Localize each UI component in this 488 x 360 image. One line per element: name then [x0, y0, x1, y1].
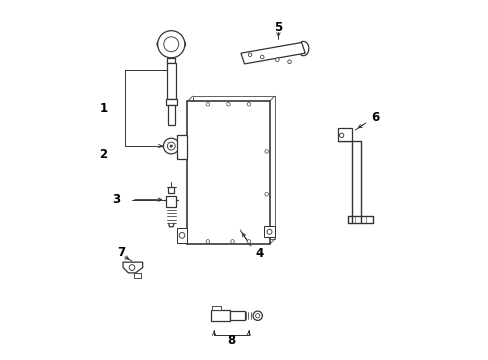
Polygon shape: [241, 42, 305, 64]
Text: 6: 6: [370, 111, 378, 124]
Circle shape: [255, 314, 259, 318]
Bar: [166, 63, 176, 99]
Circle shape: [264, 150, 268, 153]
Text: 2: 2: [99, 148, 107, 162]
Circle shape: [246, 103, 250, 106]
Circle shape: [253, 311, 262, 320]
Bar: [192, 96, 274, 239]
Text: 7: 7: [117, 246, 125, 259]
Circle shape: [260, 55, 264, 59]
Bar: [167, 58, 175, 63]
Bar: [212, 306, 221, 310]
Text: 5: 5: [274, 21, 282, 33]
Circle shape: [246, 240, 250, 243]
Bar: [176, 135, 187, 158]
Bar: [176, 228, 187, 243]
Circle shape: [205, 103, 209, 106]
Polygon shape: [123, 262, 142, 273]
Circle shape: [163, 37, 179, 52]
Bar: [187, 102, 269, 244]
Text: 4: 4: [255, 247, 264, 260]
Text: 1: 1: [99, 102, 107, 115]
Circle shape: [167, 142, 175, 150]
Circle shape: [248, 53, 251, 57]
Bar: [134, 273, 141, 278]
Circle shape: [266, 229, 271, 234]
Circle shape: [287, 60, 291, 64]
Circle shape: [170, 145, 172, 147]
Circle shape: [264, 193, 268, 196]
Circle shape: [157, 31, 184, 58]
Circle shape: [339, 133, 343, 138]
Circle shape: [179, 233, 184, 238]
Bar: [165, 99, 177, 105]
Circle shape: [226, 103, 230, 106]
Bar: [168, 187, 174, 193]
Bar: [264, 226, 274, 237]
Bar: [210, 310, 230, 321]
Bar: [167, 105, 175, 125]
Circle shape: [129, 265, 135, 270]
Text: 3: 3: [112, 193, 120, 206]
Circle shape: [230, 240, 234, 243]
Bar: [166, 196, 176, 207]
Text: 8: 8: [227, 334, 235, 347]
Bar: [230, 311, 244, 320]
Bar: [337, 128, 351, 141]
Circle shape: [163, 138, 179, 154]
Circle shape: [275, 58, 279, 62]
Circle shape: [205, 240, 209, 243]
